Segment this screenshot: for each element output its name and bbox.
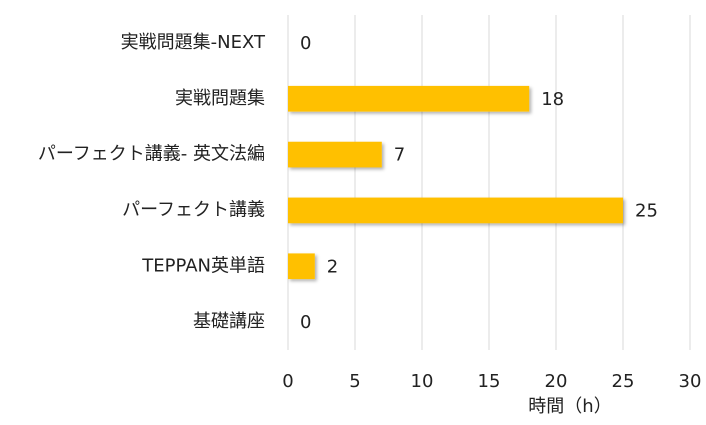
data-label: 0 bbox=[300, 312, 311, 333]
y-tick-label: 基礎講座 bbox=[193, 311, 265, 332]
data-label: 7 bbox=[394, 145, 405, 166]
x-tick-label: 20 bbox=[545, 371, 568, 392]
bar bbox=[288, 85, 530, 112]
y-tick-label: 実戦問題集-NEXT bbox=[121, 32, 266, 53]
y-tick-label: パーフェクト講義- 英文法編 bbox=[38, 144, 265, 165]
x-tick-label: 25 bbox=[612, 371, 635, 392]
y-tick-label: TEPPAN英単語 bbox=[141, 255, 265, 276]
x-tick-label: 15 bbox=[478, 371, 501, 392]
bar bbox=[288, 197, 623, 224]
data-label: 0 bbox=[300, 33, 311, 54]
data-label: 18 bbox=[541, 89, 564, 110]
x-tick-label: 10 bbox=[411, 371, 434, 392]
y-tick-label: 実戦問題集 bbox=[175, 88, 265, 109]
bar bbox=[288, 141, 382, 168]
x-axis-title: 時間（h） bbox=[528, 396, 611, 417]
x-tick-label: 30 bbox=[679, 371, 702, 392]
bar bbox=[288, 253, 315, 280]
x-tick-label: 0 bbox=[282, 371, 293, 392]
data-label: 25 bbox=[635, 200, 658, 221]
x-tick-label: 5 bbox=[349, 371, 360, 392]
data-label: 2 bbox=[327, 256, 338, 277]
y-tick-label: パーフェクト講義 bbox=[122, 199, 265, 220]
